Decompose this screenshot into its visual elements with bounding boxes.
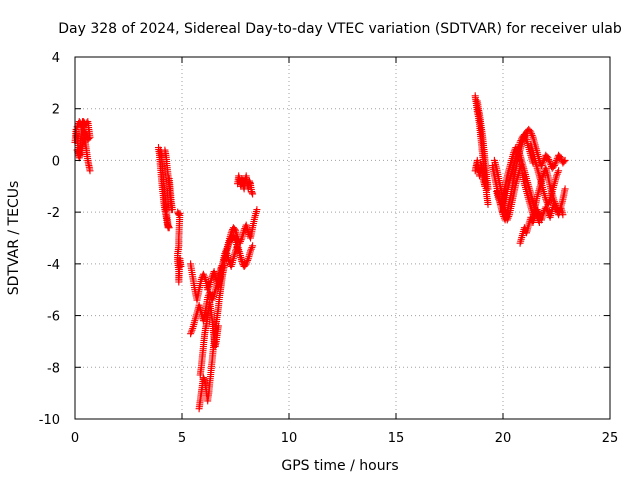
x-tick-label: 0 <box>71 431 79 446</box>
x-tick-label: 10 <box>281 431 298 446</box>
data-point-marker <box>529 159 537 167</box>
data-point-marker <box>231 235 239 243</box>
data-point-marker <box>239 261 247 269</box>
x-tick-label: 15 <box>388 431 405 446</box>
data-point-marker <box>237 237 244 245</box>
y-tick-label: 2 <box>52 103 60 118</box>
data-point-marker <box>522 134 530 142</box>
data-point-marker <box>209 294 217 302</box>
x-tick-label: 25 <box>602 431 619 446</box>
data-point-marker <box>168 206 176 214</box>
y-tick-label: -2 <box>47 206 60 221</box>
x-tick-label: 20 <box>495 431 512 446</box>
data-point-marker <box>244 256 252 264</box>
data-point-marker <box>187 328 195 336</box>
data-point-marker <box>553 172 560 180</box>
data-point-marker <box>240 262 248 270</box>
data-point-marker <box>545 197 553 205</box>
data-point-marker <box>503 216 511 224</box>
data-point-marker <box>237 236 245 244</box>
data-point-marker <box>230 225 238 233</box>
grid-lines <box>75 57 610 419</box>
data-point-marker <box>554 169 562 176</box>
data-point-marker <box>550 162 558 170</box>
data-point-marker <box>209 293 217 301</box>
data-point-marker <box>551 160 559 168</box>
y-axis-tick-labels: -10 -8 -6 -4 -2 0 2 4 <box>39 51 60 428</box>
data-point-marker <box>248 244 256 251</box>
data-point-marker <box>555 167 563 175</box>
data-point-marker <box>544 200 552 208</box>
data-point-marker <box>86 167 94 175</box>
data-marks <box>71 92 569 413</box>
axis-ticks <box>74 56 611 420</box>
data-point-marker <box>561 156 569 164</box>
data-point-marker <box>484 200 492 208</box>
data-point-marker <box>543 206 551 214</box>
data-point-marker <box>540 156 548 164</box>
data-point-marker <box>221 260 229 268</box>
y-tick-label: -4 <box>47 258 60 273</box>
data-point-marker <box>229 231 237 239</box>
data-point-marker <box>504 214 512 222</box>
data-point-marker <box>247 247 254 255</box>
x-axis-tick-labels: 0 5 10 15 20 25 <box>71 431 618 446</box>
data-point-marker <box>538 162 545 170</box>
chart-title: Day 328 of 2024, Sidereal Day-to-day VTE… <box>58 21 622 37</box>
data-point-marker <box>543 205 550 213</box>
data-point-marker <box>243 258 251 266</box>
data-point-marker <box>553 170 561 178</box>
x-tick-label: 5 <box>178 431 186 446</box>
data-point-marker <box>200 272 208 280</box>
data-point-marker <box>546 159 554 167</box>
data-point-marker <box>553 156 560 164</box>
data-point-marker <box>527 128 535 136</box>
plot-frame <box>74 56 611 420</box>
x-axis-label: GPS time / hours <box>281 458 398 474</box>
data-point-marker <box>165 222 173 230</box>
y-tick-label: -8 <box>47 361 60 376</box>
data-point-marker <box>226 237 234 245</box>
data-point-marker <box>200 375 208 383</box>
y-tick-label: 0 <box>52 154 60 169</box>
data-point-marker <box>535 219 543 226</box>
data-point-marker <box>238 257 246 265</box>
data-point-marker <box>214 322 222 330</box>
y-tick-label: -6 <box>47 310 60 325</box>
data-point-marker <box>249 190 257 198</box>
y-tick-label: 4 <box>52 51 60 66</box>
data-point-marker <box>177 262 185 270</box>
data-point-marker <box>188 326 196 334</box>
data-point-marker <box>535 217 543 225</box>
data-point-marker <box>520 131 528 139</box>
data-point-marker <box>560 158 568 166</box>
data-point-marker <box>249 242 257 250</box>
data-point-marker <box>481 182 489 190</box>
data-point-marker <box>246 178 254 186</box>
data-point-marker <box>165 224 173 232</box>
data-point-marker <box>239 259 247 267</box>
data-point-marker <box>545 157 553 165</box>
y-axis-label: SDTVAR / TECUs <box>6 181 22 296</box>
data-point-marker <box>516 138 524 146</box>
y-tick-label: -10 <box>39 413 60 428</box>
data-point-marker <box>533 213 541 221</box>
data-point-marker <box>247 245 255 253</box>
data-point-marker <box>253 206 261 214</box>
data-point-marker <box>561 185 569 193</box>
data-point-marker <box>517 137 525 145</box>
data-point-marker <box>528 130 535 138</box>
data-point-marker <box>545 156 553 164</box>
data-point-marker <box>538 160 546 168</box>
data-point-marker <box>521 132 529 140</box>
data-point-marker <box>199 270 207 278</box>
data-point-marker <box>526 127 534 135</box>
data-point-marker <box>204 284 212 292</box>
